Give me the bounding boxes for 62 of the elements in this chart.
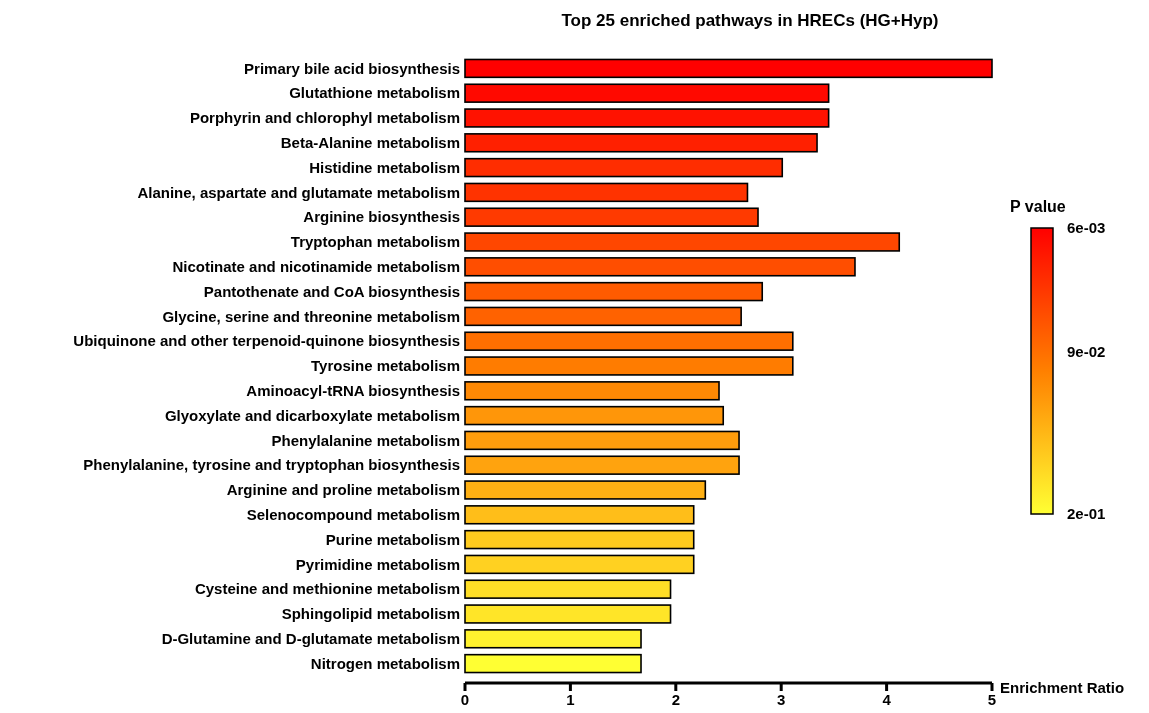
bar [464,232,901,252]
bar [464,182,749,203]
y-tick-label: Nicotinate and nicotinamide metabolism [172,258,460,276]
bar [464,405,725,426]
bar [464,505,695,525]
chart-title: Top 25 enriched pathways in HRECs (HG+Hyp) [561,11,939,30]
bar [464,306,742,327]
y-tick-label: Porphyrin and chlorophyl metabolism [189,109,460,127]
y-tick-label: Primary bile acid biosynthesis [244,59,460,77]
x-tick-label: 5 [987,691,997,708]
x-tick-label: 1 [566,691,575,708]
bar [464,108,830,128]
y-tick-label: Pyrimidine metabolism [295,555,460,573]
y-tick-label: D-Glutamine and D-glutamate metabolism [161,630,460,648]
y-tick-label: Cysteine and methionine metabolism [194,580,460,598]
y-tick-label: Arginine and proline metabolism [226,481,460,499]
y-tick-label: Sphingolipid metabolism [281,605,460,623]
y-tick-label: Alanine, aspartate and glutamate metabolism [137,183,460,201]
bar [464,281,764,302]
bar [464,653,642,674]
color-bar-label: 9e-02 [1067,343,1106,361]
y-tick-label: Glycine, serine and threonine metabolism [162,307,460,325]
bar [464,629,642,649]
x-axis-title: Enrichment Ratio [1000,679,1125,696]
y-tick-label: Glyoxylate and dicarboxylate metabolism [164,406,460,424]
bar [464,257,856,277]
y-tick-label: Arginine biosynthesis [303,208,460,226]
bar [464,356,794,376]
bar [464,381,720,401]
x-tick-label: 2 [671,691,680,708]
bar [464,83,830,103]
y-tick-label: Ubiquinone and other terpenoid-quinone biosynthesis [73,332,460,350]
y-tick-label: Beta-Alanine metabolism [280,134,460,152]
y-tick-label: Aminoacyl-tRNA biosynthesis [246,382,460,400]
x-tick-label: 3 [777,691,786,708]
y-tick-label: Histidine metabolism [309,158,460,176]
bar [464,207,759,227]
color-bar-label: 6e-03 [1067,219,1106,237]
y-tick-label: Glutathione metabolism [289,84,460,102]
color-bar-label: 2e-01 [1067,505,1106,523]
bar [464,133,818,153]
color-bar-title: P value [1010,198,1066,215]
y-tick-label: Phenylalanine, tyrosine and tryptophan biosynthesis [83,456,460,474]
bar [464,554,695,575]
bar [464,579,672,599]
y-tick-label: Purine metabolism [325,530,460,548]
x-tick-label: 0 [460,691,470,708]
y-tick-label: Tryptophan metabolism [290,233,460,251]
bar [464,604,672,624]
bar [464,455,740,475]
bar [464,58,993,79]
y-tick-label: Selenocompound metabolism [246,506,460,524]
y-tick-label: Pantothenate and CoA biosynthesis [203,282,460,300]
y-tick-label: Phenylalanine metabolism [271,431,460,449]
y-tick-label: Nitrogen metabolism [310,654,460,672]
bar [464,480,707,500]
bar [464,157,784,178]
bar [464,331,794,351]
bar [464,529,695,550]
x-tick-label: 4 [882,691,892,708]
bar [464,430,740,451]
y-tick-label: Tyrosine metabolism [311,357,460,375]
